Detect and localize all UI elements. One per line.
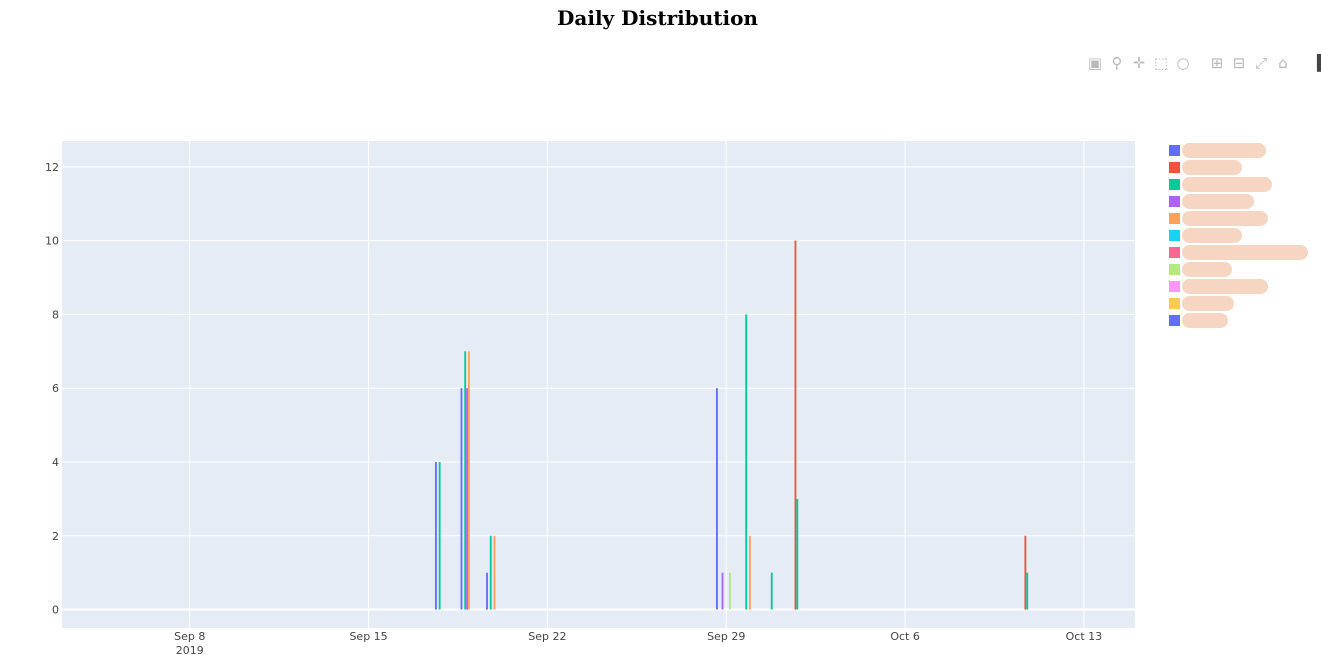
y-tick-label: 2 bbox=[52, 530, 59, 543]
x-tick-label: Oct 6 bbox=[890, 630, 920, 643]
redaction-overlay bbox=[1182, 279, 1268, 294]
x-tick-label: Sep 15 bbox=[349, 630, 387, 643]
legend-swatch bbox=[1169, 196, 1180, 207]
bar-series-0[interactable] bbox=[434, 461, 437, 610]
y-tick-label: 12 bbox=[45, 161, 59, 174]
legend-item[interactable] bbox=[1166, 261, 1316, 278]
x-tick-label: Sep 22 bbox=[528, 630, 566, 643]
lasso-select-icon[interactable]: ○ bbox=[1176, 54, 1190, 72]
redaction-overlay bbox=[1182, 211, 1268, 226]
legend-swatch bbox=[1169, 281, 1180, 292]
bar-series-1[interactable] bbox=[1024, 535, 1027, 610]
redaction-overlay bbox=[1182, 228, 1242, 243]
redaction-overlay bbox=[1182, 313, 1228, 328]
bar-series-2[interactable] bbox=[1026, 572, 1029, 610]
bar-series-1[interactable] bbox=[794, 240, 797, 610]
bar-series-4[interactable] bbox=[493, 535, 496, 610]
legend-swatch bbox=[1169, 230, 1180, 241]
bar-series-2[interactable] bbox=[438, 461, 441, 610]
legend-item[interactable] bbox=[1166, 176, 1316, 193]
legend-swatch bbox=[1169, 264, 1180, 275]
zoom-out-icon[interactable]: ⊟ bbox=[1232, 54, 1246, 72]
legend-item[interactable] bbox=[1166, 312, 1316, 329]
x-tick-year-label: 2019 bbox=[176, 644, 204, 655]
bar-series-4[interactable] bbox=[467, 351, 470, 610]
bar-series-2[interactable] bbox=[489, 535, 492, 610]
modebar: ▣ ⚲ ✛ ⬚ ○ ⊞ ⊟ ⤢ ⌂ ▐ bbox=[1086, 54, 1321, 72]
y-tick-label: 4 bbox=[52, 456, 59, 469]
legend-swatch bbox=[1169, 298, 1180, 309]
x-tick-label: Sep 29 bbox=[707, 630, 745, 643]
autoscale-icon[interactable]: ⤢ bbox=[1254, 54, 1267, 72]
redaction-overlay bbox=[1182, 143, 1266, 158]
bar-series-0[interactable] bbox=[460, 388, 463, 610]
bar-series-2[interactable] bbox=[796, 498, 799, 610]
zoom-in-icon[interactable]: ⊞ bbox=[1210, 54, 1224, 72]
x-tick-label: Oct 13 bbox=[1066, 630, 1103, 643]
bar-series-0[interactable] bbox=[716, 388, 718, 610]
y-tick-label: 0 bbox=[52, 604, 59, 617]
bar-series-3[interactable] bbox=[721, 572, 724, 610]
legend-item[interactable] bbox=[1166, 142, 1316, 159]
y-tick-label: 8 bbox=[52, 308, 59, 321]
bar-series-4[interactable] bbox=[748, 535, 751, 610]
redaction-overlay bbox=[1182, 194, 1254, 209]
bar-series-2[interactable] bbox=[464, 351, 467, 610]
box-select-icon[interactable]: ⬚ bbox=[1153, 54, 1169, 72]
camera-icon[interactable]: ▣ bbox=[1087, 54, 1103, 72]
legend-swatch bbox=[1169, 247, 1180, 258]
bar-series-2[interactable] bbox=[770, 572, 773, 610]
pan-icon[interactable]: ✛ bbox=[1132, 54, 1146, 72]
bar-series-0[interactable] bbox=[486, 572, 488, 610]
legend-item[interactable] bbox=[1166, 159, 1316, 176]
legend-item[interactable] bbox=[1166, 210, 1316, 227]
legend-swatch bbox=[1169, 145, 1180, 156]
chart-title: Daily Distribution bbox=[557, 6, 758, 30]
reset-axes-icon[interactable]: ⌂ bbox=[1278, 54, 1288, 72]
redaction-overlay bbox=[1182, 160, 1242, 175]
redaction-overlay bbox=[1182, 245, 1308, 260]
legend-swatch bbox=[1169, 179, 1180, 190]
zoom-icon[interactable]: ⚲ bbox=[1111, 54, 1123, 72]
redaction-overlay bbox=[1182, 177, 1272, 192]
legend-item[interactable] bbox=[1166, 295, 1316, 312]
redaction-overlay bbox=[1182, 296, 1234, 311]
legend-item[interactable] bbox=[1166, 244, 1316, 261]
y-tick-label: 10 bbox=[45, 235, 59, 248]
legend-swatch bbox=[1169, 213, 1180, 224]
plotly-logo-icon[interactable]: ▐ bbox=[1311, 54, 1321, 72]
bar-series-7[interactable] bbox=[729, 572, 731, 610]
legend-swatch bbox=[1169, 162, 1180, 173]
x-tick-label: Sep 8 bbox=[174, 630, 205, 643]
legend-item[interactable] bbox=[1166, 193, 1316, 210]
legend-item[interactable] bbox=[1166, 227, 1316, 244]
y-tick-label: 6 bbox=[52, 382, 59, 395]
bar-series-3[interactable] bbox=[466, 388, 468, 610]
legend-swatch bbox=[1169, 315, 1180, 326]
bar-series-2[interactable] bbox=[745, 314, 748, 610]
plot-background bbox=[62, 141, 1135, 628]
legend-item[interactable] bbox=[1166, 278, 1316, 295]
redaction-overlay bbox=[1182, 262, 1232, 277]
legend bbox=[1166, 142, 1316, 329]
